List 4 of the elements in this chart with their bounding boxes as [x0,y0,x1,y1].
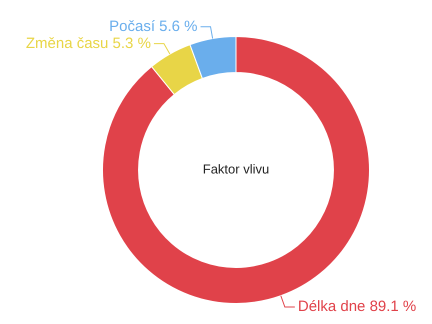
text: Faktor vlivu [202,162,270,177]
slice-label: Délka dne 89.1 % [298,298,416,316]
slice-label: Změna času 5.3 % [26,34,151,52]
slice-label: Počasí 5.6 % [109,18,198,35]
